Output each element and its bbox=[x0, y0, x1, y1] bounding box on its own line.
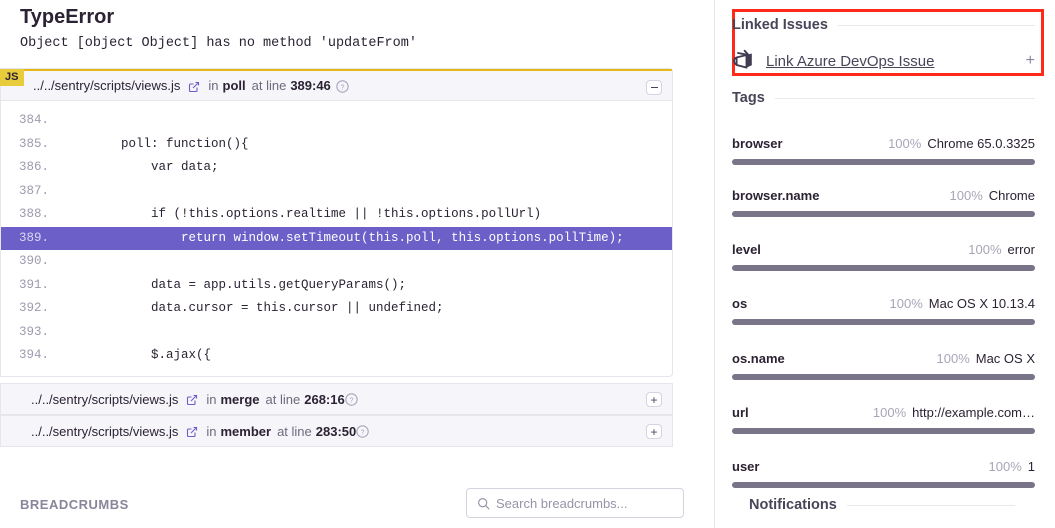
svg-text:?: ? bbox=[349, 397, 353, 404]
svg-text:?: ? bbox=[361, 429, 365, 436]
svg-text:?: ? bbox=[340, 84, 344, 91]
